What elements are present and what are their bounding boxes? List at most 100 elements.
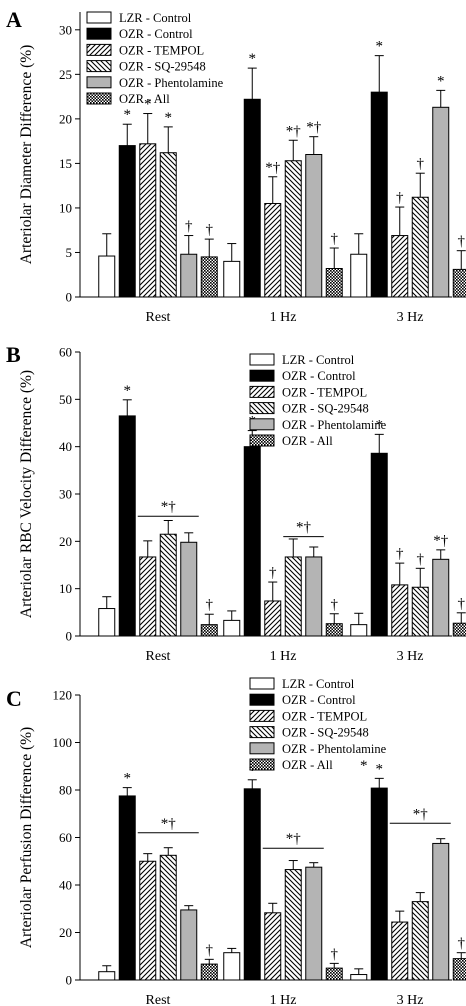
significance-mark: † (331, 597, 339, 613)
bar (325, 268, 343, 298)
y-tick-label: 60 (59, 345, 72, 360)
bar (370, 91, 388, 298)
y-axis-label: Arteriolar RBC Velocity Difference (%) (18, 370, 35, 618)
legend-swatch (249, 693, 275, 706)
bar (139, 860, 157, 981)
legend-swatch (249, 385, 275, 398)
bar (325, 967, 343, 981)
y-tick-label: 50 (59, 392, 72, 407)
legend-swatch (86, 27, 112, 40)
bar (452, 958, 466, 981)
legend-swatch (86, 76, 112, 89)
bar (452, 268, 466, 298)
x-tick-label: 3 Hz (397, 993, 424, 1006)
bar (243, 98, 261, 298)
bar (118, 415, 136, 637)
y-tick-label: 80 (59, 783, 72, 798)
y-tick-label: 30 (59, 22, 72, 37)
significance-mark: † (417, 551, 425, 567)
bar (305, 154, 323, 298)
bar (159, 533, 177, 637)
y-tick-label: 10 (59, 581, 72, 596)
legend: LZR - Control OZR - Control OZR - TEMPOL OZ… (86, 11, 224, 106)
y-axis-label: Arteriolar Perfusion Difference (%) (18, 727, 35, 948)
x-tick-label: 3 Hz (397, 649, 424, 664)
bar (325, 623, 343, 637)
group-significance-mark: *† (286, 831, 302, 847)
bar (432, 106, 450, 298)
y-tick-label: 40 (59, 439, 72, 454)
legend-label: OZR - All (119, 92, 170, 106)
significance-mark: * (437, 73, 445, 89)
legend-swatch (86, 60, 112, 73)
significance-mark: † (396, 190, 404, 206)
bar (264, 600, 282, 637)
group-significance-mark: *† (296, 520, 312, 536)
legend-label: OZR - Control (119, 27, 193, 41)
bar (159, 152, 177, 298)
bar (432, 558, 450, 637)
legend-label: OZR - Phentolamine (282, 418, 387, 432)
legend-significance-mark: * (360, 758, 368, 774)
significance-mark: * (124, 383, 132, 399)
bar (159, 854, 177, 981)
y-tick-label: 60 (59, 830, 72, 845)
bar (118, 145, 136, 298)
significance-mark: † (458, 596, 466, 612)
panel-letter: A (6, 7, 22, 32)
y-tick-label: 20 (59, 925, 72, 940)
bar (139, 556, 157, 637)
bar (411, 901, 429, 981)
significance-mark: *† (306, 120, 322, 136)
y-tick-label: 25 (59, 67, 72, 82)
significance-mark: * (376, 417, 384, 433)
x-tick-label: Rest (146, 649, 171, 664)
bar (223, 952, 241, 981)
legend-label: OZR - TEMPOL (282, 709, 367, 723)
panel-c: C 0 20 40 60 80 100 120 Arteriolar Perfusion Dif… (6, 677, 466, 1006)
legend-swatch (249, 726, 275, 739)
legend-swatch (249, 742, 275, 755)
y-tick-label: 0 (66, 973, 73, 988)
significance-mark: † (269, 565, 277, 581)
significance-mark: * (144, 97, 152, 113)
bar (180, 909, 198, 981)
bar (180, 541, 198, 637)
legend-swatch (86, 11, 112, 24)
legend-label: OZR - All (282, 434, 333, 448)
significance-mark: * (249, 763, 257, 779)
legend-label: OZR - Phentolamine (282, 742, 387, 756)
y-tick-label: 120 (53, 688, 73, 703)
bar (223, 260, 241, 298)
significance-mark: † (458, 936, 466, 952)
significance-mark: † (331, 946, 339, 962)
y-tick-label: 0 (66, 290, 73, 305)
x-tick-label: 3 Hz (397, 310, 424, 325)
legend-label: OZR - TEMPOL (119, 43, 204, 57)
significance-mark: † (206, 222, 214, 238)
significance-mark: *† (265, 160, 281, 176)
legend-label: LZR - Control (282, 353, 355, 367)
panel-letter: B (6, 342, 21, 367)
bar (391, 584, 409, 637)
bar (411, 196, 429, 298)
bar (284, 160, 302, 298)
bar (243, 788, 261, 981)
bar (98, 608, 116, 637)
bar (391, 921, 409, 981)
legend-swatch (249, 677, 275, 690)
bar (370, 787, 388, 981)
significance-mark: † (458, 234, 466, 250)
legend: LZR - Control OZR - Control OZR - TEMPOL OZ… (249, 353, 387, 448)
significance-mark: * (124, 771, 132, 787)
y-tick-label: 20 (59, 534, 72, 549)
bar (452, 622, 466, 637)
legend-swatch (249, 434, 275, 447)
panel-letter: C (6, 686, 22, 711)
legend-label: OZR - SQ-29548 (282, 726, 369, 740)
significance-mark: † (396, 546, 404, 562)
bar (350, 253, 368, 298)
y-tick-label: 5 (66, 245, 73, 260)
legend-label: LZR - Control (282, 677, 355, 691)
bar (284, 556, 302, 637)
